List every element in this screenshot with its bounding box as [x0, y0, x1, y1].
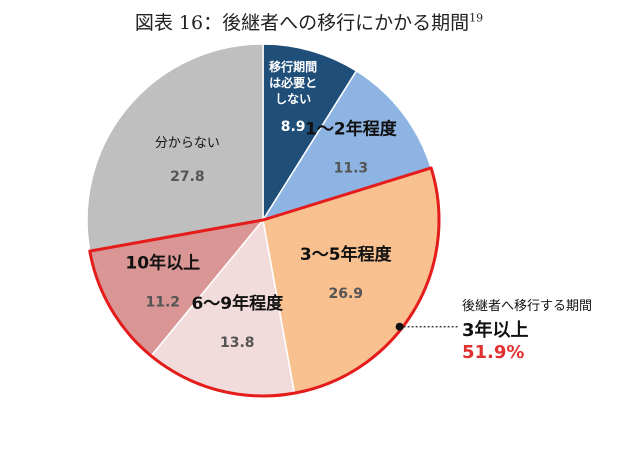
pie-slice: [262, 43, 358, 223]
callout-description: 後継者へ移行する期間: [462, 299, 593, 314]
pie-slice: [86, 43, 264, 252]
chart-title-text: 図表 16：後継者への移行にかかる期間: [134, 12, 470, 34]
slice-value-label: 27.8: [170, 169, 205, 185]
chart-title-footnote: 19: [469, 11, 484, 25]
pie-slice: [261, 69, 433, 222]
slice-value-label: 11.2: [145, 295, 180, 311]
slice-value-label: 11.3: [334, 160, 369, 176]
callout: 後継者へ移行する期間 3年以上 51.9%: [462, 295, 592, 363]
slice-value-label: 26.9: [328, 286, 363, 302]
callout-total: 51.9%: [462, 342, 525, 363]
slice-label: 3～5年程度: [300, 244, 393, 265]
highlight-outline: [88, 166, 441, 398]
slice-value-label: 13.8: [220, 335, 255, 351]
chart-title: 図表 16：後継者への移行にかかる期間19: [0, 8, 618, 35]
slice-label: 移行期間: [269, 59, 317, 74]
slice-label: 6～9年程度: [191, 293, 284, 314]
slice-label: は必要と: [269, 75, 317, 90]
slice-label: しない: [275, 92, 311, 106]
slice-label: 10年以上: [125, 253, 200, 274]
slice-label: 1～2年程度: [305, 118, 398, 139]
slice-label: 分からない: [155, 136, 220, 151]
slice-value-label: 8.9: [281, 119, 306, 135]
pie-slices: [86, 43, 440, 397]
callout-leader-dot: [395, 322, 404, 331]
callout-headline: 3年以上: [462, 320, 529, 341]
